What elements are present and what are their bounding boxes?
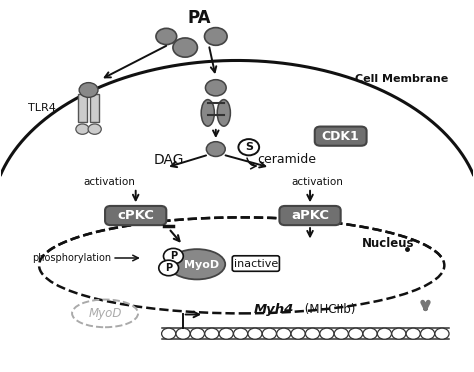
Circle shape xyxy=(291,328,305,339)
Circle shape xyxy=(248,328,262,339)
Text: TLR4: TLR4 xyxy=(27,103,55,113)
Circle shape xyxy=(205,328,219,339)
Circle shape xyxy=(305,328,319,339)
Circle shape xyxy=(191,328,204,339)
Circle shape xyxy=(206,142,225,157)
Circle shape xyxy=(363,328,377,339)
Text: PA: PA xyxy=(188,9,211,27)
Circle shape xyxy=(164,248,183,264)
Text: Nucleus: Nucleus xyxy=(362,237,414,250)
Circle shape xyxy=(262,328,276,339)
Text: MyoD: MyoD xyxy=(88,307,122,320)
Ellipse shape xyxy=(217,100,230,126)
Circle shape xyxy=(392,328,406,339)
Text: Cell Membrane: Cell Membrane xyxy=(356,74,448,84)
Circle shape xyxy=(88,124,101,134)
Circle shape xyxy=(320,328,334,339)
Text: CDK1: CDK1 xyxy=(322,130,360,142)
Text: aPKC: aPKC xyxy=(291,209,329,222)
Circle shape xyxy=(173,38,197,57)
Circle shape xyxy=(176,328,190,339)
Bar xyxy=(91,94,99,122)
Circle shape xyxy=(420,328,435,339)
FancyBboxPatch shape xyxy=(105,206,166,225)
Text: (MHCIIb): (MHCIIb) xyxy=(301,303,355,316)
Circle shape xyxy=(348,328,363,339)
Circle shape xyxy=(277,328,291,339)
Text: inactive: inactive xyxy=(234,259,278,269)
Text: P: P xyxy=(165,263,172,273)
Circle shape xyxy=(79,83,98,97)
Circle shape xyxy=(162,328,176,339)
Text: activation: activation xyxy=(84,177,136,187)
Text: DAG: DAG xyxy=(154,153,184,167)
Text: cPKC: cPKC xyxy=(117,209,154,222)
FancyBboxPatch shape xyxy=(279,206,341,225)
Circle shape xyxy=(234,328,247,339)
Circle shape xyxy=(76,124,89,134)
Circle shape xyxy=(334,328,348,339)
Circle shape xyxy=(219,328,233,339)
Text: activation: activation xyxy=(291,177,343,187)
Circle shape xyxy=(156,28,177,45)
Text: Myh4: Myh4 xyxy=(254,303,294,316)
Circle shape xyxy=(406,328,420,339)
Circle shape xyxy=(204,28,227,45)
Circle shape xyxy=(159,260,179,276)
FancyBboxPatch shape xyxy=(315,126,366,146)
Text: ceramide: ceramide xyxy=(257,153,316,166)
Ellipse shape xyxy=(169,249,225,279)
Circle shape xyxy=(238,139,259,155)
Ellipse shape xyxy=(201,100,214,126)
Bar xyxy=(78,94,87,122)
Text: MyoD: MyoD xyxy=(184,260,219,270)
Circle shape xyxy=(377,328,392,339)
Circle shape xyxy=(435,328,449,339)
Text: phosphorylation: phosphorylation xyxy=(33,253,112,263)
Circle shape xyxy=(205,80,226,96)
FancyBboxPatch shape xyxy=(232,256,279,271)
Text: P: P xyxy=(170,251,177,261)
Text: S: S xyxy=(245,142,253,152)
